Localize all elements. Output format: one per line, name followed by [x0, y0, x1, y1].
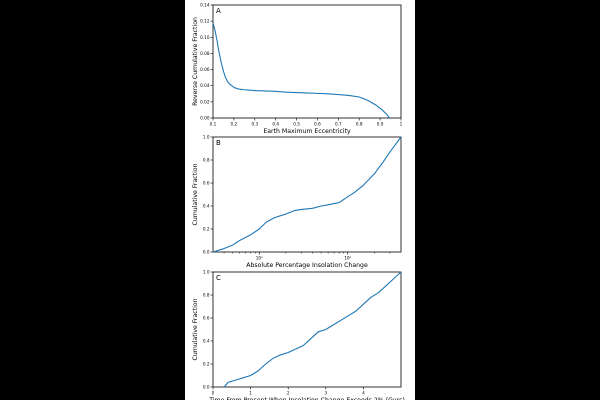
- panel-a-axes-frame: [212, 4, 402, 119]
- panel-b-series-line: [212, 136, 402, 253]
- figure-canvas: 0.1 0.2 0.3 0.4 0.5 0.6 0.7 0.8 0.9 10.000.020.04…: [192, 3, 405, 400]
- panel-c-y-tick-label: 0.0: [203, 385, 210, 390]
- panel-b-x-tick-label: 10¹: [256, 256, 263, 261]
- panel-c-xlabel: Time From Present When Insolation Change…: [208, 397, 405, 400]
- panel-a-y-tick-label: 0.08: [200, 51, 210, 56]
- panel-b-xlabel: Absolute Percentage Insolation Change: [246, 262, 368, 269]
- figure: 0.1 0.2 0.3 0.4 0.5 0.6 0.7 0.8 0.9 1 0.00 0.02 0.04…: [185, 0, 415, 400]
- panel-b-y-tick-label: 0.6: [203, 181, 210, 186]
- panel-a-x-tick-label: 0.5: [293, 122, 300, 127]
- panel-a-letter: A: [216, 7, 221, 15]
- panel-c-x-tick-label: 2: [287, 391, 290, 396]
- panel-c-series-line: [223, 271, 402, 388]
- panel-a-x-tick-label: 0.7: [335, 122, 342, 127]
- panel-a-y-tick-label: 0.00: [200, 116, 210, 121]
- panel-c-x-tick-label: 0: [212, 391, 215, 396]
- panel-b-x-tick-label: 10²: [344, 256, 351, 261]
- panel-c-y-tick-label: 0.2: [203, 362, 210, 367]
- panel-c-x-tick-label: 1: [249, 391, 252, 396]
- panel-a-y-tick-label: 0.10: [200, 35, 210, 40]
- panel-a-x-tick-label: 0.6: [314, 122, 321, 127]
- panel-c-axes-frame: [212, 271, 402, 388]
- panel-c-y-tick-label: 0.8: [203, 293, 210, 298]
- panel-c-letter: C: [216, 274, 221, 282]
- panel-a-y-tick-label: 0.12: [200, 19, 210, 24]
- panel-a-ylabel: Reverse Cumulative Fraction: [192, 17, 199, 106]
- panel-a-y-tick-label: 0.14: [200, 3, 210, 8]
- panel-a-y-tick-label: 0.04: [200, 83, 210, 88]
- panel-b-y-tick-label: 0.4: [203, 204, 210, 209]
- panel-c-x-tick-label: 4: [362, 391, 365, 396]
- panel-a-x-tick-label: 0.3: [251, 122, 258, 127]
- panel-a-y-tick-label: 0.06: [200, 67, 210, 72]
- panel-a-x-tick-label: 0.4: [272, 122, 279, 127]
- panel-b-y-tick-label: 1.0: [203, 135, 210, 140]
- panel-a-xlabel: Earth Maximum Eccentricity: [263, 128, 351, 135]
- panel-b-y-tick-label: 0.0: [203, 250, 210, 255]
- panel-a-x-tick-label: 0.1: [210, 122, 217, 127]
- panel-a-x-tick-label: 0.2: [231, 122, 238, 127]
- panel-a-y-tick-label: 0.02: [200, 99, 210, 104]
- panel-a-x-tick-label: 0.9: [377, 122, 384, 127]
- panel-b-letter: B: [216, 139, 221, 147]
- panel-b-axes-frame: [212, 136, 402, 253]
- panel-c-y-tick-label: 0.6: [203, 316, 210, 321]
- panel-a-x-tick-label: 0.8: [356, 122, 363, 127]
- panel-a-series-line: [212, 22, 390, 119]
- panel-c-x-tick-label: 3: [324, 391, 327, 396]
- panel-b-y-tick-label: 0.2: [203, 227, 210, 232]
- panel-c-y-tick-label: 1.0: [203, 270, 210, 275]
- panel-b-y-tick-label: 0.8: [203, 158, 210, 163]
- panel-c-ylabel: Cumulative Fraction: [192, 298, 199, 360]
- panel-c-y-tick-label: 0.4: [203, 339, 210, 344]
- panel-a-x-tick-label: 1: [400, 122, 403, 127]
- panel-b-ylabel: Cumulative Fraction: [192, 163, 199, 225]
